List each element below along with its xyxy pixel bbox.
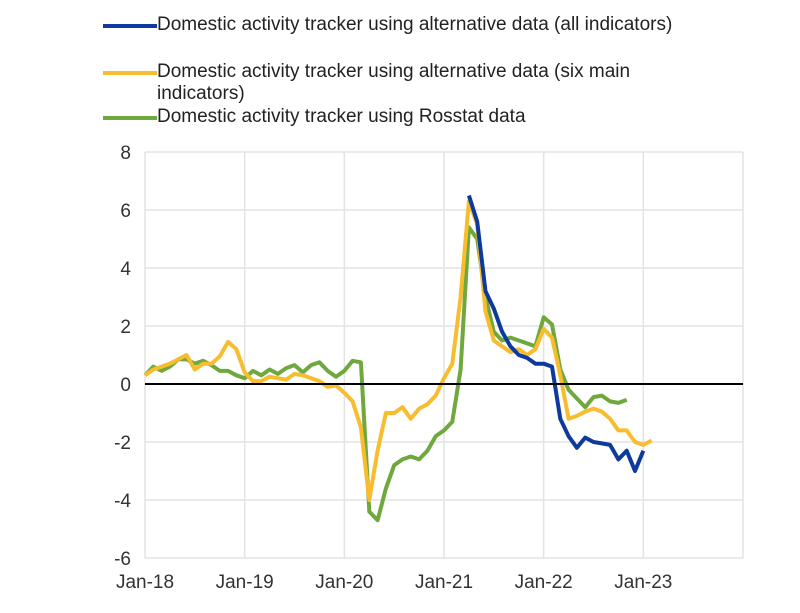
y-tick-label: -4	[114, 491, 131, 512]
y-tick-label: 2	[120, 317, 131, 338]
legend-item-six-main: Domestic activity tracker using alternat…	[103, 61, 717, 105]
series-line	[143, 225, 628, 523]
legend-swatch	[103, 24, 157, 28]
x-tick-label: Jan-18	[116, 572, 174, 593]
x-tick-label: Jan-22	[515, 572, 573, 593]
legend-swatch	[103, 71, 157, 75]
legend-label: Domestic activity tracker using Rosstat …	[157, 106, 526, 127]
legend-swatch	[103, 116, 157, 120]
x-tick-label: Jan-19	[216, 572, 274, 593]
x-tick-label: Jan-23	[614, 572, 672, 593]
legend-item-rosstat: Domestic activity tracker using Rosstat …	[103, 106, 757, 128]
y-tick-label: 6	[120, 201, 131, 222]
x-tick-label: Jan-21	[415, 572, 473, 593]
y-tick-label: -6	[114, 549, 131, 570]
y-tick-label: 0	[120, 375, 131, 396]
series-line	[466, 194, 646, 473]
legend-label: Domestic activity tracker using alternat…	[157, 14, 673, 35]
y-tick-label: 4	[120, 259, 131, 280]
series-line	[143, 199, 653, 502]
legend-item-all-indicators: Domestic activity tracker using alternat…	[103, 14, 757, 36]
x-tick-label: Jan-20	[315, 572, 373, 593]
y-tick-label: 8	[120, 143, 131, 164]
legend-label: Domestic activity tracker using alternat…	[157, 61, 631, 104]
y-tick-label: -2	[114, 433, 131, 454]
